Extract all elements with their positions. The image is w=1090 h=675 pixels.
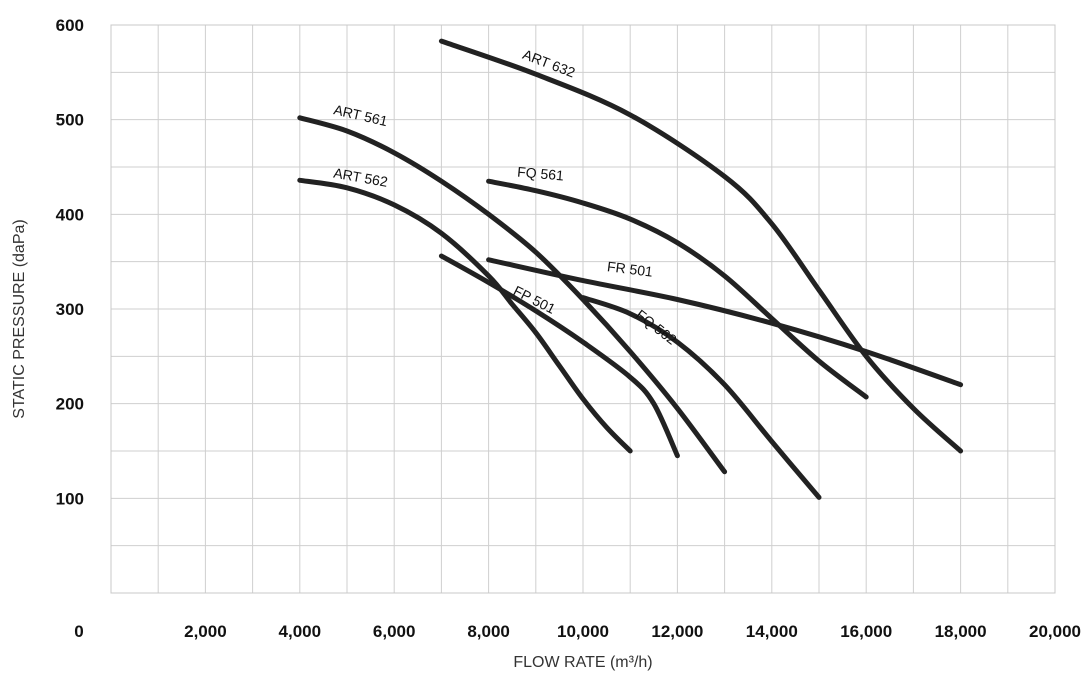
performance-curves	[297, 38, 964, 500]
x-axis-tick-labels: 0 2,000 4,000 6,000 8,000 10,000 12,000 14,000 1…	[74, 622, 1081, 641]
curve-label-fr-501: FR 501	[606, 258, 654, 280]
curve-art-562	[297, 177, 633, 454]
y-tick-label: 200	[56, 395, 84, 414]
x-tick-label: 20,000	[1029, 622, 1081, 641]
curve-label-fq-561: FQ 561	[517, 164, 565, 184]
y-tick-label: 400	[56, 205, 84, 224]
x-tick-label: 0	[74, 622, 83, 641]
curve-fq-562	[580, 295, 822, 500]
x-tick-label: 2,000	[184, 622, 227, 641]
curve-art-561	[297, 115, 728, 475]
x-tick-label: 4,000	[279, 622, 322, 641]
x-tick-label: 8,000	[467, 622, 510, 641]
x-tick-label: 18,000	[935, 622, 987, 641]
curve-fr-501	[486, 257, 964, 388]
y-axis-title: STATIC PRESSURE (daPa)	[11, 219, 28, 418]
curve-label-fq-562: FQ 562	[633, 306, 680, 347]
curve-label-art-632: ART 632	[521, 46, 578, 81]
y-tick-label: 300	[56, 300, 84, 319]
y-tick-label: 600	[56, 16, 84, 35]
curve-fp-501	[438, 253, 680, 459]
curve-art-632	[438, 38, 964, 454]
x-tick-label: 6,000	[373, 622, 416, 641]
grid	[110, 24, 1056, 594]
x-axis-title: FLOW RATE (m³/h)	[513, 654, 652, 671]
y-axis-tick-labels: 100 200 300 400 500 600	[56, 16, 84, 508]
curve-label-art-561: ART 561	[332, 101, 389, 129]
x-tick-label: 16,000	[840, 622, 892, 641]
y-tick-label: 500	[56, 111, 84, 130]
x-tick-label: 10,000	[557, 622, 609, 641]
x-tick-label: 12,000	[651, 622, 703, 641]
y-tick-label: 100	[56, 489, 84, 508]
plot-area	[110, 24, 1056, 594]
curve-fq-561	[486, 178, 869, 400]
x-tick-label: 14,000	[746, 622, 798, 641]
